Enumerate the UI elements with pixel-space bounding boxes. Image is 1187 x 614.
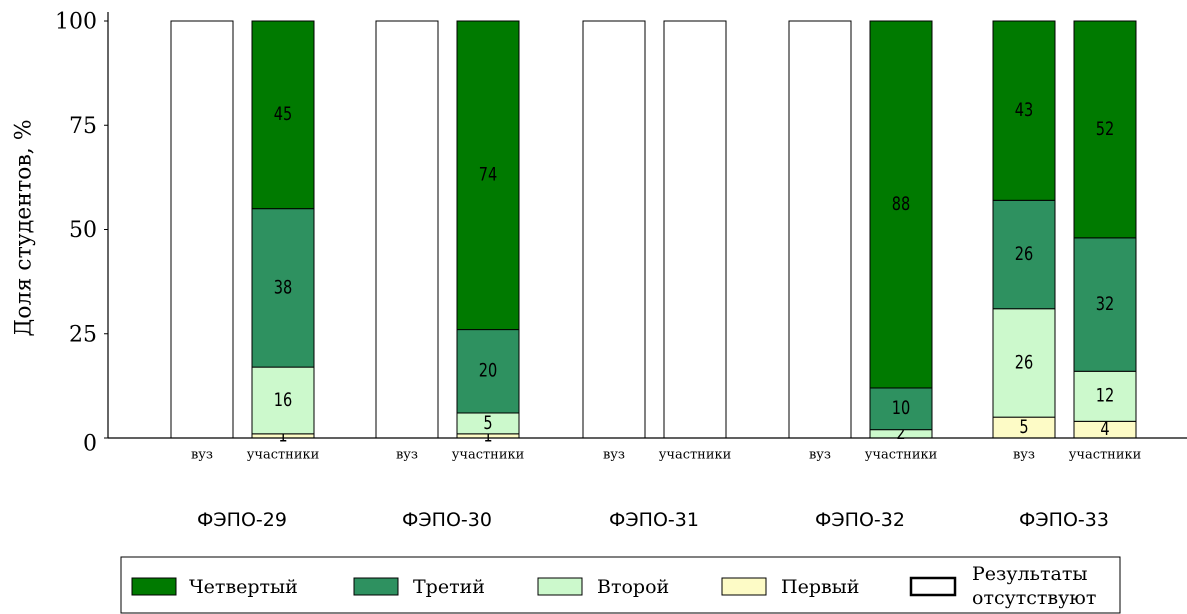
y-tick-label: 50 (69, 218, 97, 243)
bar-value-label: 20 (479, 361, 497, 383)
bar-group: 15 20 74 (375, 20, 520, 447)
bar-value-label: 12 (1096, 386, 1114, 408)
bar-value-label: 10 (892, 398, 910, 420)
legend-label-first: Первый (781, 576, 859, 598)
x-axis-labels: вуз участники ФЭПО-29 вуз участники ФЭПО-30 ву… (191, 448, 1141, 532)
bar-segment-second (251, 366, 315, 435)
bar-missing (788, 20, 852, 439)
bar-value-label: 32 (1096, 294, 1114, 316)
y-tick-label: 100 (55, 10, 97, 35)
legend-label-fourth: Четвертый (189, 576, 298, 598)
bar-group: 5 26 26 43 4 12 32 52 (992, 20, 1137, 441)
bar-segment-fourth (869, 20, 933, 389)
group-label: ФЭПО-32 (815, 509, 905, 531)
legend-label-missing-line2: отсутствуют (972, 587, 1096, 609)
bar-value-label: 45 (274, 104, 292, 126)
bar-group: 2 10 88 (788, 20, 933, 445)
bar-value-label: 26 (1015, 352, 1033, 374)
group-label: ФЭПО-29 (197, 509, 287, 531)
bar-value-label: 43 (1015, 100, 1033, 122)
bar-label: вуз (1013, 448, 1035, 463)
bar-segment-third (1073, 237, 1137, 372)
bar-value-label: 88 (892, 194, 910, 216)
bar-missing (582, 20, 646, 439)
bar-value-label: 1 (278, 425, 287, 447)
bar-label: вуз (809, 448, 831, 463)
bar-value-label: 4 (1100, 419, 1109, 441)
y-axis-title: Доля студентов, % (12, 119, 37, 336)
group-label: ФЭПО-30 (402, 509, 492, 531)
legend-swatch-missing (909, 576, 957, 597)
group-label: ФЭПО-31 (609, 509, 699, 531)
bar-group (582, 20, 727, 439)
bar-label: вуз (603, 448, 625, 463)
bar-label: вуз (191, 448, 213, 463)
bar-segment-fourth (1073, 20, 1137, 239)
group-label: ФЭПО-33 (1019, 509, 1109, 531)
legend-label-third: Третий (413, 576, 485, 598)
bar-missing (375, 20, 439, 439)
legend-swatch-second (537, 577, 583, 596)
bar-segment-second (992, 308, 1056, 418)
bar-segment-third (869, 387, 933, 431)
bar-segment-third (456, 329, 520, 414)
bar-segment-fourth (251, 20, 315, 210)
bar-label: участники (247, 448, 320, 463)
bar-value-label: 5 (1019, 417, 1028, 439)
y-tick-label: 25 (69, 322, 97, 347)
bar-label: участники (1069, 448, 1142, 463)
y-tick-label: 75 (69, 114, 97, 139)
legend-swatch-third (353, 577, 399, 596)
bar-label: участники (452, 448, 525, 463)
bar-label: участники (865, 448, 938, 463)
legend: Четвертый Третий Второй Первый Результатыотс… (120, 556, 1121, 614)
bar-value-label: 52 (1096, 119, 1114, 141)
bar-value-label: 74 (479, 165, 497, 187)
bar-segment-second (1073, 370, 1137, 422)
bar-value-label: 16 (274, 390, 292, 412)
bar-value-label: 1 (483, 425, 492, 447)
y-tick-label: 0 (83, 432, 97, 457)
bar-label: вуз (396, 448, 418, 463)
bar-value-label: 38 (274, 277, 292, 299)
legend-label-missing-line1: Результаты (972, 563, 1087, 585)
bar-missing (663, 20, 727, 439)
bar-group: 1 16 38 45 (170, 20, 315, 447)
legend-label-second: Второй (597, 576, 669, 598)
bar-value-label: 26 (1015, 244, 1033, 266)
bar-label: участники (659, 448, 732, 463)
bar-missing (170, 20, 234, 439)
legend-swatch-fourth (131, 577, 177, 596)
bar-segment-fourth (992, 20, 1056, 201)
bar-segment-fourth (456, 20, 520, 331)
bar-value-label: 2 (896, 423, 905, 445)
legend-swatch-first (721, 577, 767, 596)
bar-value-label: 5 (483, 413, 492, 435)
